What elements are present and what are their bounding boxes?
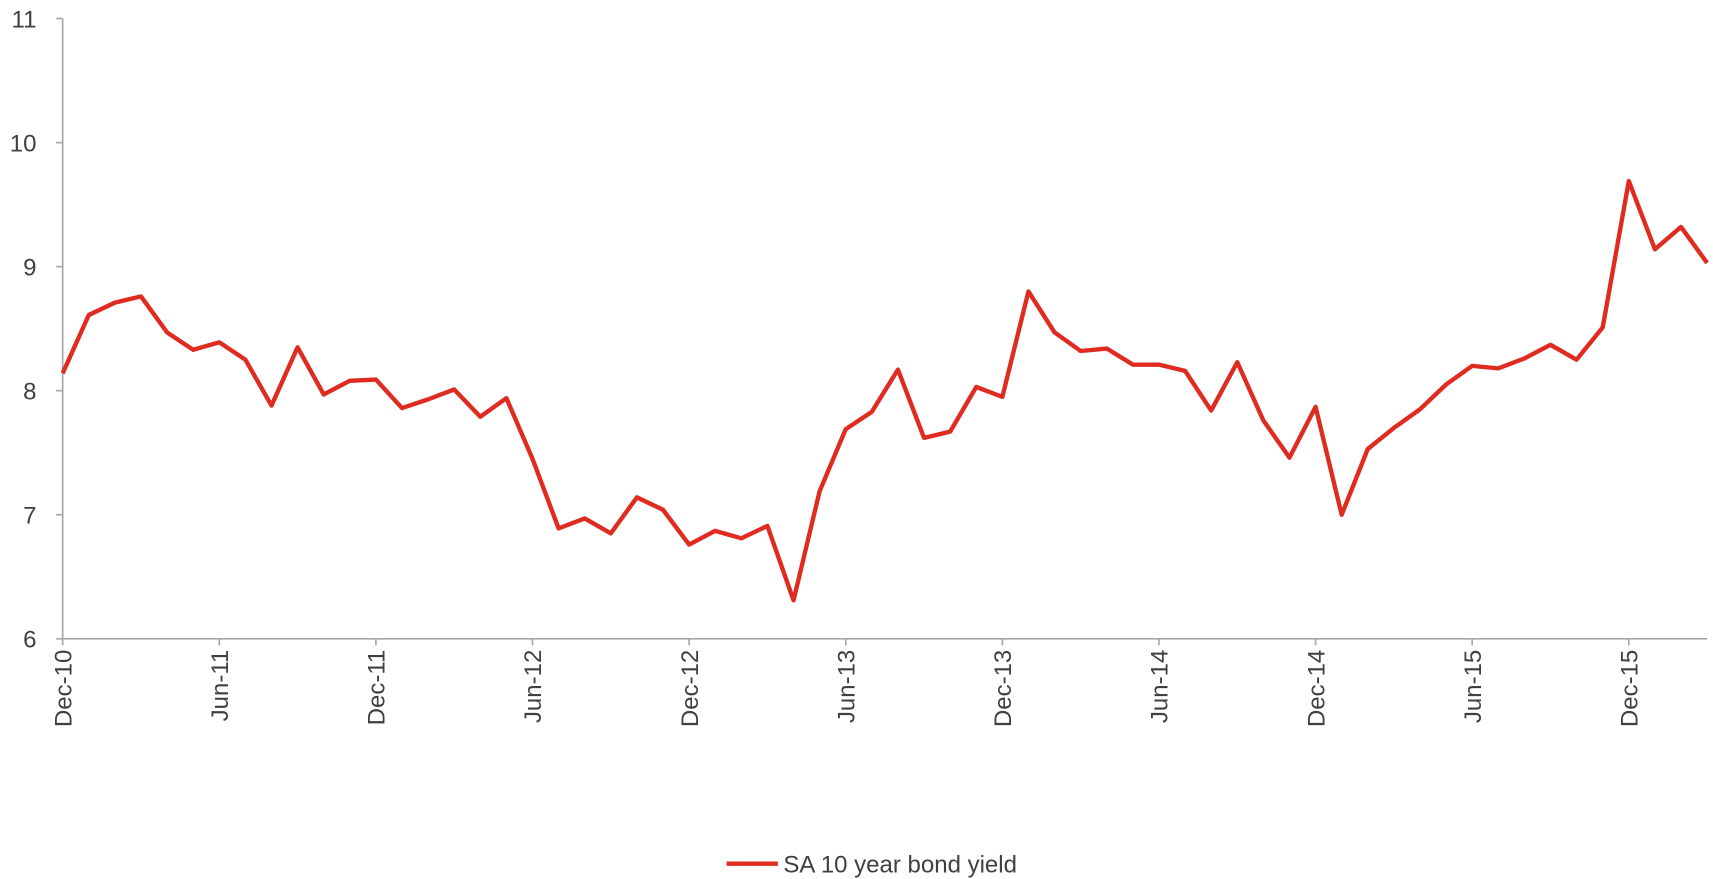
y-tick-label: 10 — [10, 130, 37, 157]
x-tick-label: Jun-12 — [520, 650, 547, 723]
legend-label: SA 10 year bond yield — [783, 851, 1017, 878]
x-tick-label: Dec-10 — [50, 650, 77, 727]
x-tick-label: Jun-14 — [1147, 650, 1174, 723]
x-tick-label: Jun-15 — [1460, 650, 1487, 723]
x-tick-label: Dec-11 — [364, 650, 391, 726]
line — [60, 178, 1709, 603]
y-tick-label: 11 — [12, 6, 37, 33]
x-tick-label: Dec-15 — [1617, 650, 1644, 727]
y-tick-label: 7 — [23, 502, 36, 529]
y-tick-label: 9 — [23, 254, 36, 281]
x-tick-label: Dec-13 — [990, 650, 1017, 727]
x-tick-label: Dec-12 — [677, 650, 704, 727]
x-tick-label: Jun-13 — [833, 650, 860, 723]
x-tick-label: Dec-14 — [1303, 650, 1330, 727]
y-tick-label: 6 — [23, 627, 36, 654]
x-tick-label: Jun-11 — [207, 650, 234, 722]
y-tick-label: 8 — [23, 378, 36, 405]
